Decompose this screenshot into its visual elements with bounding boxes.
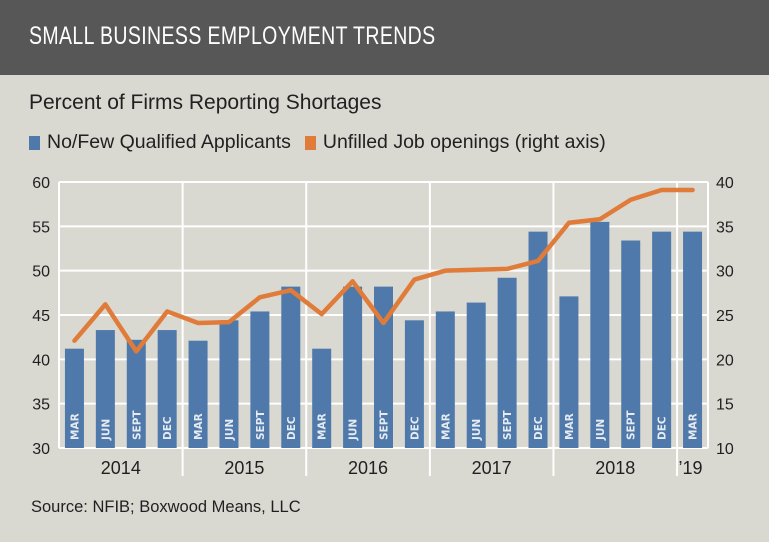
bar: [374, 286, 393, 448]
right-tick-label: 10: [716, 441, 734, 458]
left-tick-label: 45: [32, 308, 50, 325]
left-tick-label: 55: [32, 219, 50, 236]
bar-month-label: JUN: [100, 419, 112, 441]
bar-month-label: JUN: [471, 419, 483, 441]
source-note: Source: NFIB; Boxwood Means, LLC: [31, 498, 301, 516]
bar: [95, 330, 115, 448]
chart-title: Percent of Firms Reporting Shortages: [29, 91, 382, 114]
bar: [188, 340, 208, 448]
bar-month-label: SEPT: [131, 410, 143, 440]
bar-month-label: DEC: [533, 416, 545, 440]
bar: [683, 231, 703, 448]
bar-month-label: SEPT: [502, 410, 514, 440]
right-tick-label: 35: [716, 219, 734, 236]
year-label: 2016: [348, 458, 388, 478]
legend-label: No/Few Qualified Applicants: [47, 131, 291, 153]
bar-month-label: DEC: [162, 416, 174, 440]
bar: [64, 348, 84, 448]
legend-item-applicants: No/Few Qualified Applicants: [29, 131, 291, 154]
bar: [281, 286, 301, 448]
year-label: 2014: [101, 458, 141, 478]
left-tick-label: 30: [32, 441, 50, 458]
bar: [219, 320, 239, 448]
year-label: 2015: [224, 458, 264, 478]
bar: [126, 339, 146, 448]
bar: [466, 302, 486, 448]
legend: No/Few Qualified Applicants Unfilled Job…: [29, 131, 620, 154]
bar-month-label: JUN: [595, 419, 607, 441]
bar: [312, 348, 332, 448]
bar: [435, 311, 455, 448]
bar-month-label: SEPT: [255, 410, 267, 440]
left-tick-label: 35: [32, 397, 50, 414]
bar: [497, 277, 517, 448]
bar-month-label: MAR: [440, 413, 452, 440]
page-title: SMALL BUSINESS EMPLOYMENT TRENDS: [29, 22, 436, 50]
header-bar: SMALL BUSINESS EMPLOYMENT TRENDS: [0, 0, 769, 75]
bar: [343, 286, 363, 448]
right-tick-label: 15: [716, 397, 734, 414]
bar: [590, 221, 610, 448]
bar: [559, 296, 579, 448]
year-label: 2017: [472, 458, 512, 478]
bar: [528, 231, 548, 448]
bar: [404, 320, 424, 448]
bar-month-label: MAR: [317, 413, 329, 440]
bar: [621, 240, 641, 448]
right-tick-label: 20: [716, 352, 734, 369]
year-label: ’19: [679, 458, 703, 478]
bar-month-label: MAR: [69, 413, 81, 440]
bar-month-label: DEC: [409, 416, 421, 440]
bar-month-label: SEPT: [379, 410, 391, 440]
bar-month-label: MAR: [193, 413, 205, 440]
bar-month-label: SEPT: [626, 410, 638, 440]
bar-month-label: JUN: [348, 419, 360, 441]
legend-label: Unfilled Job openings (right axis): [322, 131, 606, 153]
bar: [250, 311, 270, 448]
left-tick-label: 60: [32, 175, 50, 192]
legend-swatch-bar: [29, 135, 40, 150]
bar: [652, 231, 672, 448]
right-tick-label: 30: [716, 264, 734, 281]
left-tick-label: 40: [32, 352, 50, 369]
right-tick-label: 25: [716, 308, 734, 325]
bar-month-label: DEC: [657, 416, 669, 440]
bar-month-label: MAR: [688, 413, 700, 440]
year-label: 2018: [595, 458, 635, 478]
bar-month-label: MAR: [564, 413, 576, 440]
bar: [157, 330, 177, 448]
right-tick-label: 40: [716, 175, 734, 192]
bar-month-label: DEC: [286, 416, 298, 440]
legend-item-openings: Unfilled Job openings (right axis): [304, 131, 606, 154]
left-tick-label: 50: [32, 264, 50, 281]
bar-month-label: JUN: [224, 419, 236, 441]
legend-swatch-line: [304, 135, 316, 150]
